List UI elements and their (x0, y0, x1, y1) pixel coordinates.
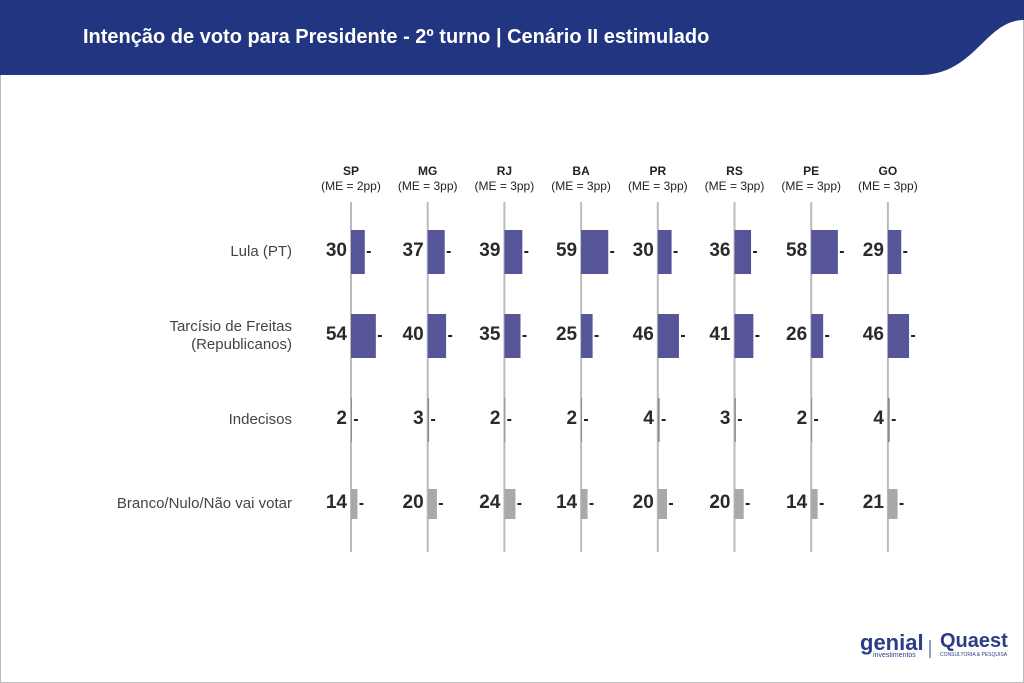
bar (734, 489, 744, 519)
value-label: 30 (632, 240, 654, 261)
bar (657, 398, 660, 442)
bar (887, 398, 890, 442)
state-label: PR (649, 164, 667, 178)
state-label: BA (572, 164, 590, 178)
value-label: 2 (566, 408, 578, 429)
value-label: 41 (709, 324, 731, 345)
bar (427, 398, 430, 442)
bar (887, 314, 910, 358)
value-label: 21 (862, 492, 884, 513)
chart-title: Intenção de voto para Presidente - 2º tu… (83, 26, 710, 48)
bar (887, 230, 902, 274)
margin-label: (ME = 3pp) (858, 179, 918, 193)
value-label: 35 (479, 324, 501, 345)
bar (581, 489, 588, 519)
value-label: 3 (719, 408, 731, 429)
bar (734, 398, 736, 442)
logo: genial (860, 630, 924, 655)
margin-label: (ME = 3pp) (704, 179, 765, 193)
margin-label: (ME = 3pp) (551, 179, 611, 193)
bar (657, 314, 679, 358)
value-label: 26 (786, 324, 808, 345)
state-label: RJ (496, 164, 513, 178)
bar (811, 489, 818, 519)
value-label: 14 (325, 492, 347, 513)
bar (811, 398, 813, 442)
bar (657, 230, 672, 274)
bar (504, 489, 516, 519)
bar (581, 314, 593, 358)
value-label: 39 (479, 240, 501, 261)
value-label: 20 (402, 492, 424, 513)
value-label: 14 (786, 492, 808, 513)
value-label: 46 (862, 324, 884, 345)
margin-label: (ME = 3pp) (627, 179, 688, 193)
value-label: 36 (709, 240, 731, 261)
bar (351, 314, 376, 358)
value-label: 20 (632, 492, 654, 513)
bar (811, 230, 838, 274)
state-label: MG (418, 164, 438, 178)
bar (504, 314, 521, 358)
value-label: 46 (632, 324, 654, 345)
margin-label: (ME = 3pp) (781, 179, 842, 193)
value-label: 4 (643, 408, 654, 429)
state-label: RS (726, 164, 743, 178)
bar (504, 230, 523, 274)
row-label: Indecisos (228, 411, 292, 428)
margin-label: (ME = 3pp) (474, 179, 535, 193)
logo: Quaest (940, 630, 1008, 652)
bar (427, 489, 437, 519)
bar (351, 489, 358, 519)
header-band (0, 0, 1024, 75)
value-label: 24 (479, 492, 501, 513)
bar (811, 314, 824, 358)
row-label: Tarcísio de Freitas (Republicanos) (169, 318, 292, 353)
value-label: 37 (402, 240, 424, 261)
bar (427, 314, 447, 358)
value-label: 29 (862, 240, 884, 261)
bar (734, 230, 752, 274)
value-label: 20 (709, 492, 731, 513)
value-label: 3 (413, 408, 424, 429)
logo-sub: investimentos (873, 652, 916, 659)
bar (734, 314, 754, 358)
value-label: 25 (555, 324, 578, 345)
bar (504, 398, 506, 442)
state-label: PE (803, 164, 820, 178)
bar (581, 398, 583, 442)
value-label: 54 (325, 324, 347, 345)
bar (427, 230, 445, 274)
bar (887, 489, 898, 519)
value-label: 2 (336, 408, 347, 429)
state-label: SP (342, 164, 359, 178)
value-label: 40 (402, 324, 424, 345)
value-label: 2 (796, 408, 808, 429)
state-label: GO (878, 164, 898, 178)
row-label: Lula (PT) (230, 243, 292, 260)
value-label: 4 (873, 408, 884, 429)
margin-label: (ME = 2pp) (321, 179, 381, 193)
bar (581, 230, 609, 274)
value-label: 2 (489, 408, 501, 429)
logo-sub: CONSULTORIA & PESQUISA (940, 652, 1008, 658)
bar (657, 489, 667, 519)
value-label: 59 (555, 240, 578, 261)
margin-label: (ME = 3pp) (397, 179, 458, 193)
row-label: Branco/Nulo/Não vai votar (116, 495, 292, 512)
bar (351, 230, 365, 274)
bar (351, 398, 352, 442)
value-label: 30 (325, 240, 347, 261)
value-label: 14 (555, 492, 578, 513)
value-label: 58 (786, 240, 808, 261)
